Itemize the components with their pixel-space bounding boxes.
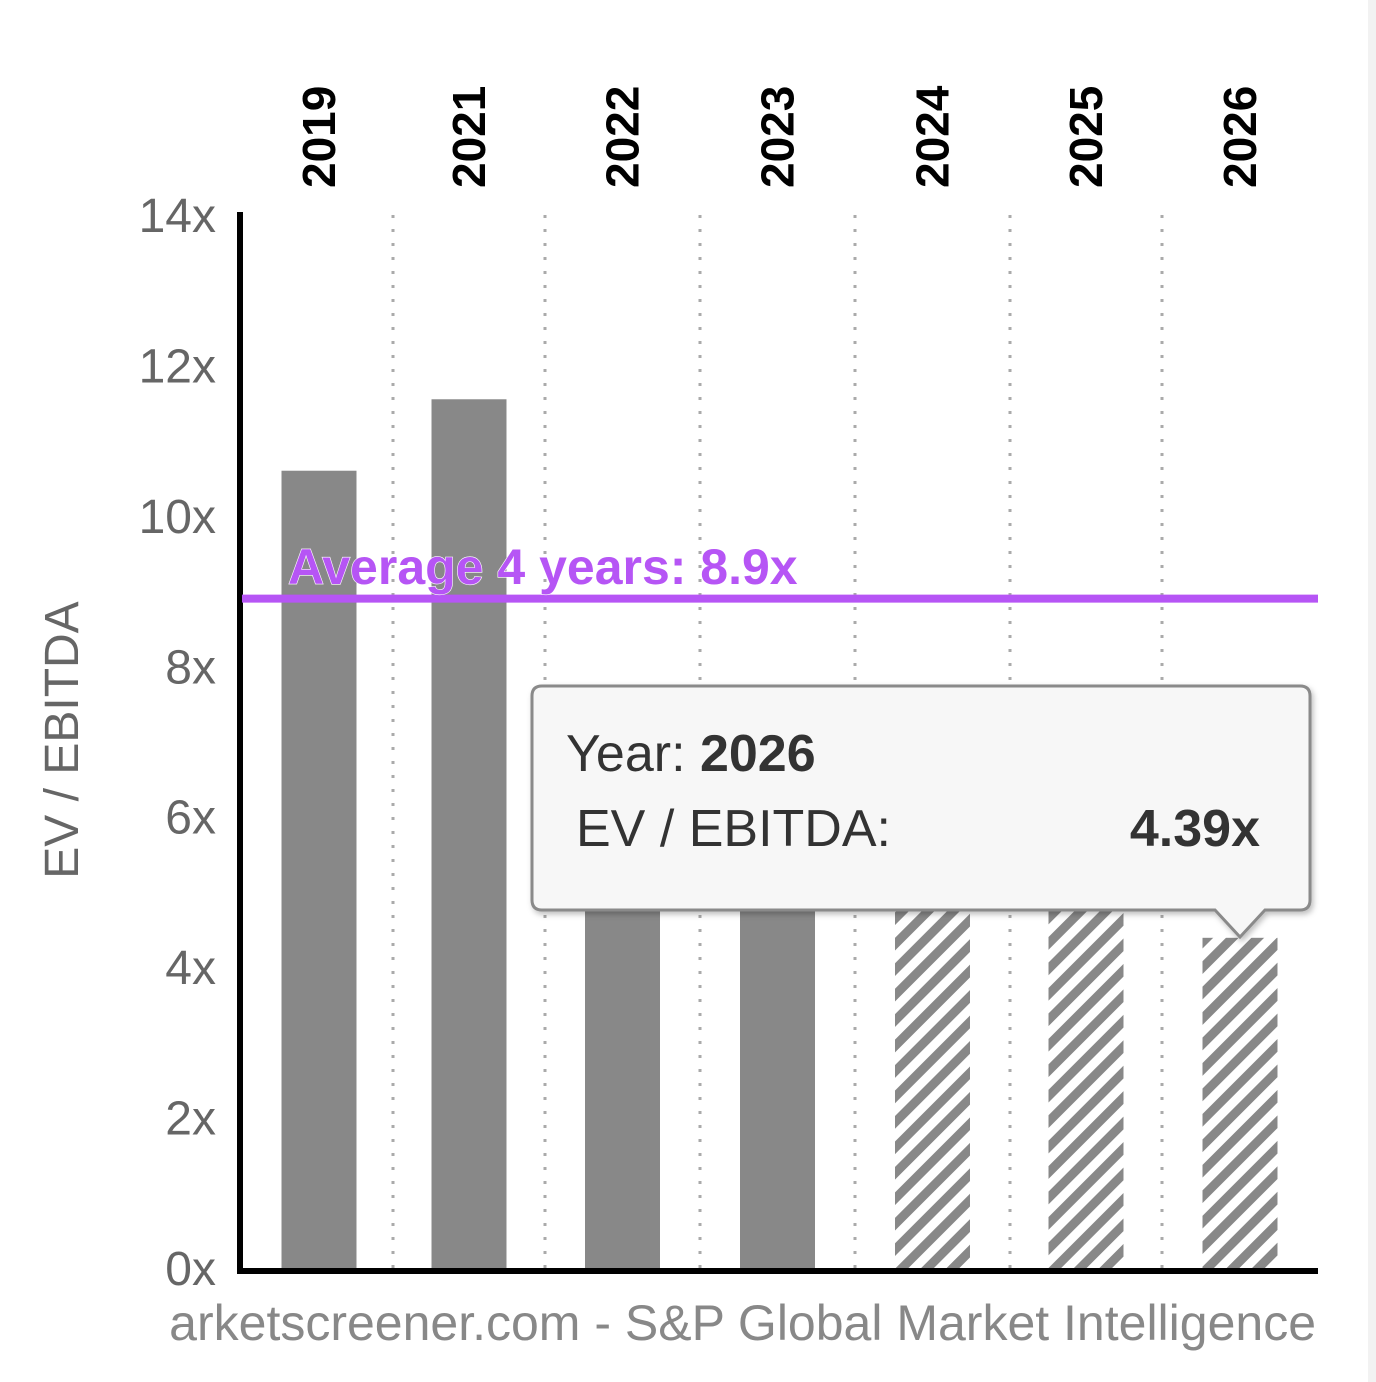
y-tick-10x: 10x	[139, 491, 216, 544]
bar-2023[interactable]	[740, 854, 815, 1268]
y-axis-title: EV / EBITDA	[36, 601, 89, 878]
bars	[281, 399, 1278, 1268]
bar-2022[interactable]	[585, 854, 660, 1268]
source-credit: arketscreener.com - S&P Global Market In…	[169, 1295, 1316, 1351]
tooltip-year: Year: 2026	[566, 725, 816, 783]
tooltip-box	[530, 684, 1312, 940]
bar-2024[interactable]	[895, 906, 970, 1268]
bar-2019[interactable]	[281, 470, 357, 1268]
x-label-2021: 2021	[443, 86, 495, 188]
y-tick-4x: 4x	[165, 942, 216, 995]
x-label-2023: 2023	[752, 86, 804, 188]
y-tick-labels: 0x 2x 4x 6x 8x 10x 12x 14x	[139, 190, 216, 1296]
y-tick-8x: 8x	[165, 641, 216, 694]
tooltip: Year: 2026 EV / EBITDA: 4.39x	[530, 684, 1312, 940]
bar-2026[interactable]	[1202, 937, 1278, 1268]
y-tick-12x: 12x	[139, 340, 216, 393]
x-category-labels: 2019 2021 2022 2023 2024 2025 2026	[293, 85, 1266, 188]
y-tick-6x: 6x	[165, 792, 216, 845]
scrollbar-strip	[1368, 0, 1376, 1382]
x-label-2026: 2026	[1214, 86, 1266, 188]
y-tick-0x: 0x	[165, 1243, 216, 1296]
x-label-2022: 2022	[597, 86, 649, 188]
average-label: Average 4 years: 8.9x	[288, 539, 798, 595]
x-label-2025: 2025	[1060, 86, 1112, 188]
tooltip-metric-label: EV / EBITDA:	[576, 800, 891, 858]
tooltip-year-label: Year:	[566, 725, 700, 783]
y-tick-14x: 14x	[139, 190, 216, 243]
axes	[237, 212, 1318, 1274]
bar-2021[interactable]	[431, 399, 507, 1268]
tooltip-year-value: 2026	[700, 725, 816, 783]
x-label-2024: 2024	[907, 85, 959, 188]
tooltip-metric-value: 4.39x	[1130, 800, 1260, 858]
y-tick-2x: 2x	[165, 1093, 216, 1146]
x-label-2019: 2019	[293, 86, 345, 188]
bar-2025[interactable]	[1048, 906, 1124, 1268]
